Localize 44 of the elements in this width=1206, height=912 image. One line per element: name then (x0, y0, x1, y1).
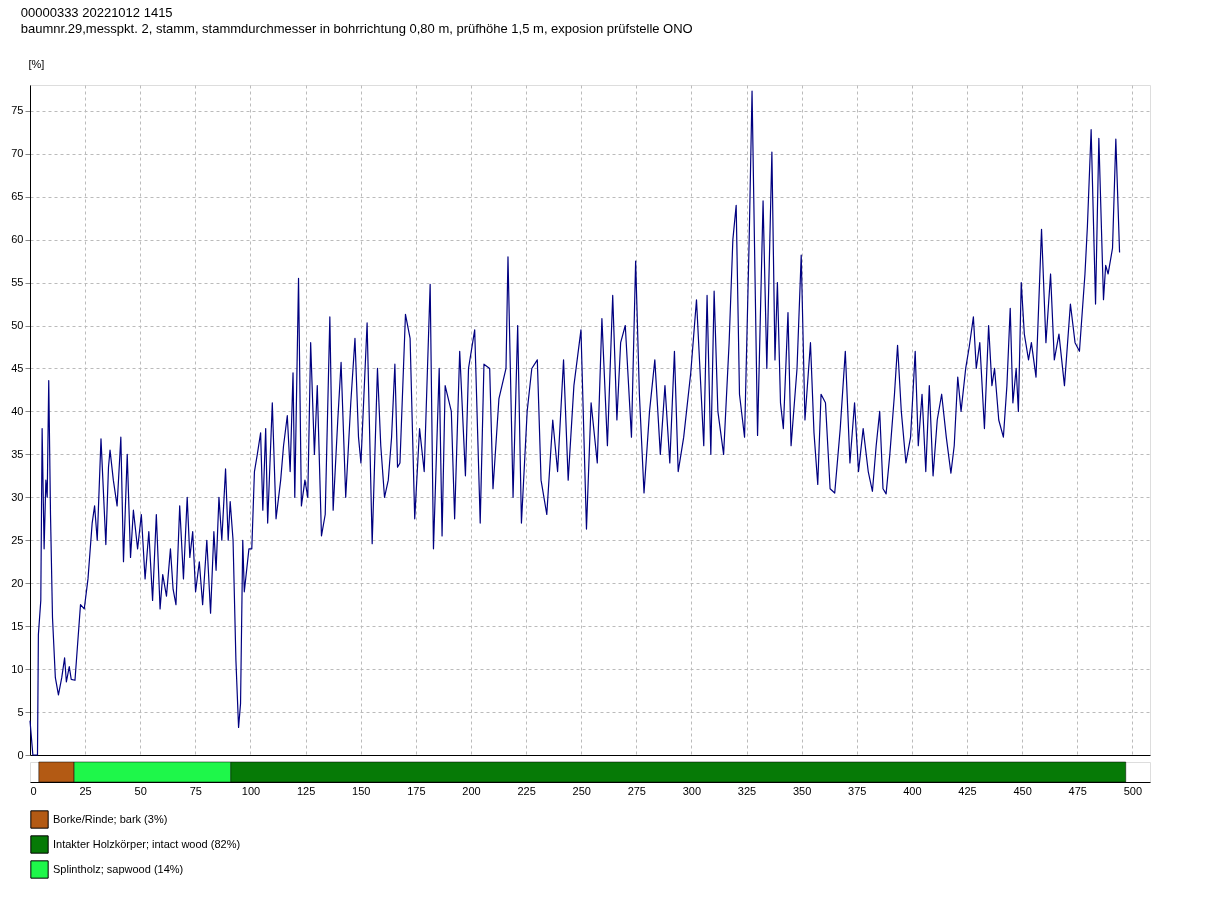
x-tick-label: 400 (903, 784, 922, 797)
y-axis-title: [%] (28, 57, 45, 70)
x-tick-label: 375 (848, 784, 867, 797)
y-tick-label: 75 (11, 104, 24, 117)
y-tick-label: 65 (11, 190, 24, 203)
y-tick-label: 5 (17, 705, 24, 718)
x-tick-label: 25 (79, 784, 92, 797)
x-tick-label: 325 (737, 784, 757, 797)
y-tick-label: 70 (11, 147, 24, 160)
y-tick-label: 50 (11, 319, 24, 332)
y-tick-label: 20 (11, 576, 24, 589)
x-tick-label: 475 (1068, 784, 1087, 797)
x-tick-label: 250 (572, 784, 591, 797)
x-tick-label: 50 (134, 784, 147, 797)
x-tick-label: 75 (189, 784, 202, 797)
x-tick-label: 150 (352, 784, 371, 797)
y-tick-label: 40 (11, 404, 24, 417)
x-tick-label: 350 (792, 784, 812, 797)
y-tick-label: 55 (11, 276, 24, 289)
legend-label: Splintholz; sapwood (14%) (53, 862, 184, 875)
legend-label: Intakter Holzkörper; intact wood (82%) (53, 837, 241, 850)
y-tick-label: 25 (11, 533, 24, 546)
y-tick-label: 0 (17, 748, 24, 761)
x-tick-label: 175 (407, 784, 426, 797)
x-tick-label: 0 (30, 784, 37, 797)
y-tick-label: 35 (11, 447, 24, 460)
y-tick-label: 30 (11, 490, 24, 503)
y-tick-label: 15 (11, 619, 24, 632)
x-tick-label: 500 (1123, 784, 1143, 797)
x-tick-label: 225 (517, 784, 536, 797)
chart-title: 00000333 20221012 1415 (20, 5, 173, 20)
x-tick-label: 125 (296, 784, 316, 797)
legend-label: Borke/Rinde; bark (3%) (53, 812, 168, 825)
x-tick-label: 275 (627, 784, 646, 797)
x-tick-label: 425 (958, 784, 977, 797)
x-tick-label: 450 (1013, 784, 1032, 797)
y-tick-label: 10 (11, 662, 24, 675)
x-tick-label: 100 (241, 784, 261, 797)
line-series (29, 90, 1121, 756)
chart-subtitle: baumnr.29,messpkt. 2, stamm, stammdurchmesser in bohrrichtung 0,80 m, prüfhöhe 1,5 m, exposion prüfstelle ONO (20, 21, 693, 36)
y-tick-label: 45 (11, 361, 24, 374)
x-tick-label: 300 (682, 784, 702, 797)
x-tick-label: 200 (462, 784, 481, 797)
y-tick-label: 60 (11, 233, 24, 246)
